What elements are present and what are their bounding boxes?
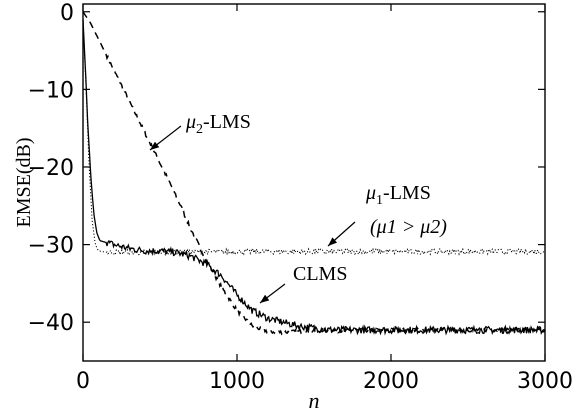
annotation-mu2-suffix: -LMS — [203, 111, 251, 133]
y-tick-label: −10 — [28, 78, 74, 103]
axis-tick-labels: 0 1000 2000 3000 0 −10 −20 −30 −40 — [28, 1, 573, 394]
annotation-mu2-arrowhead — [150, 141, 160, 150]
series-line-dashed — [82, 11, 546, 337]
series-line-solid — [82, 19, 546, 336]
axis-ticks — [82, 4, 546, 361]
plot-frame — [82, 3, 546, 362]
annotation-mu2-symbol: μ — [185, 111, 196, 133]
annotation-clms: CLMS — [293, 263, 347, 285]
annotation-mu1-symbol: μ — [365, 182, 376, 204]
y-tick-label: −20 — [28, 156, 74, 181]
annotation-mu1-condition: (μ1 > μ2) — [370, 216, 447, 238]
annotation-mu1-arrowhead — [328, 237, 338, 246]
x-tick-label: 1000 — [209, 369, 265, 394]
annotation-mu1-subscript: 1 — [376, 193, 383, 208]
chart-series-group — [82, 11, 546, 337]
x-tick-label: 0 — [76, 369, 90, 394]
chart-annotations: μ2-LMS μ1-LMS (μ1 > μ2) CLMS — [149, 111, 447, 304]
x-axis-label: n — [309, 388, 320, 413]
y-tick-label: −40 — [28, 311, 74, 336]
x-tick-label: 2000 — [363, 369, 419, 394]
annotation-mu1-suffix: -LMS — [383, 182, 431, 204]
y-tick-label: 0 — [60, 1, 74, 26]
series-line-dotted — [82, 19, 546, 257]
x-tick-label: 3000 — [517, 369, 573, 394]
y-axis-label: EMSE(dB) — [13, 138, 35, 228]
annotation-clms-arrowhead — [260, 294, 270, 303]
annotation-mu2-lms: μ2-LMS — [185, 111, 251, 137]
annotation-mu1-lms: μ1-LMS — [365, 182, 431, 208]
y-tick-label: −30 — [28, 234, 74, 259]
annotation-mu2-subscript: 2 — [196, 122, 203, 137]
